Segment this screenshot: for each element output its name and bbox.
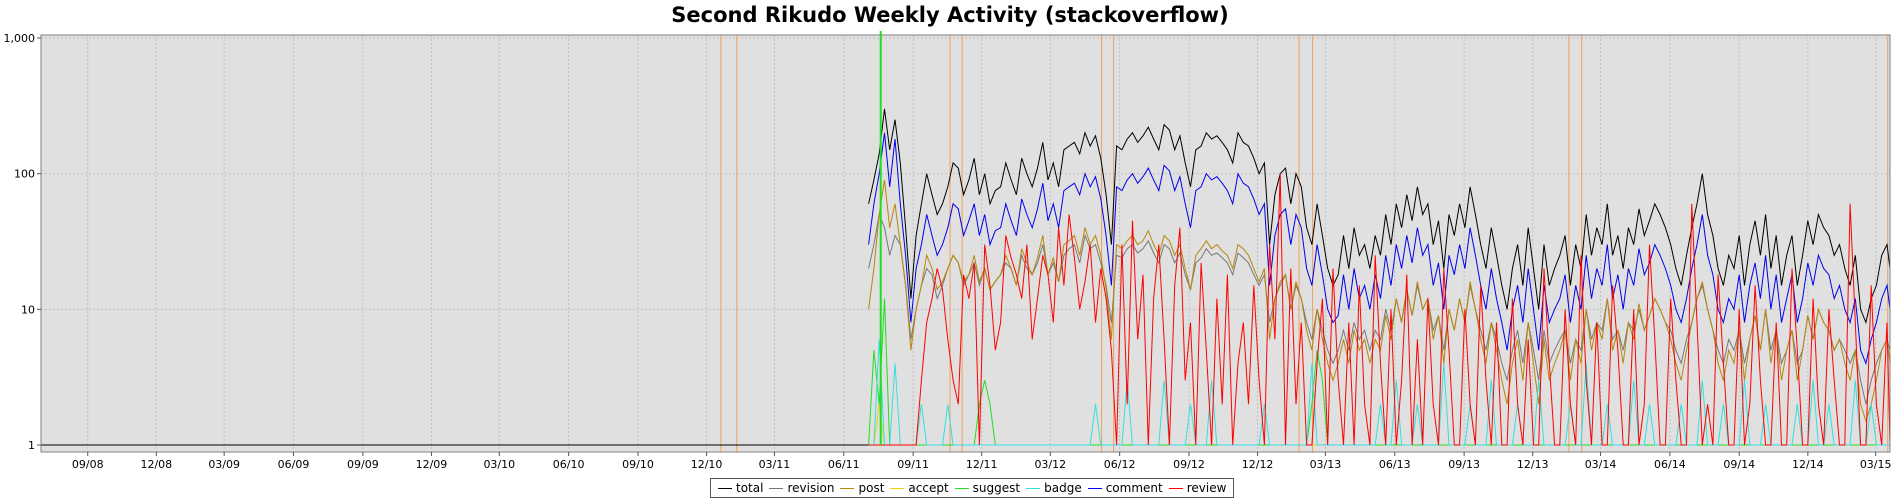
x-tick-label: 12/12 bbox=[1242, 458, 1274, 471]
legend-label: comment bbox=[1105, 481, 1163, 495]
legend-label: revision bbox=[787, 481, 835, 495]
x-tick-label: 12/10 bbox=[691, 458, 723, 471]
legend-item-review: review bbox=[1168, 481, 1227, 495]
x-tick-label: 12/14 bbox=[1792, 458, 1824, 471]
legend-label: badge bbox=[1044, 481, 1082, 495]
legend-item-accept: accept bbox=[890, 481, 949, 495]
x-tick-label: 03/12 bbox=[1034, 458, 1066, 471]
x-tick-label: 09/09 bbox=[347, 458, 379, 471]
y-tick-label: 100 bbox=[14, 168, 35, 181]
plot-border bbox=[40, 34, 1891, 453]
legend-swatch bbox=[1026, 487, 1041, 489]
x-tick-label: 06/14 bbox=[1654, 458, 1686, 471]
y-tick-label: 1 bbox=[28, 439, 35, 452]
x-tick-label: 06/09 bbox=[278, 458, 310, 471]
x-tick-label: 12/11 bbox=[966, 458, 998, 471]
x-tick-label: 03/14 bbox=[1585, 458, 1617, 471]
x-tick-label: 06/11 bbox=[828, 458, 860, 471]
y-tick-label: 1,000 bbox=[4, 32, 36, 45]
y-tick-label: 10 bbox=[21, 303, 35, 316]
legend-swatch bbox=[769, 487, 784, 489]
legend-item-post: post bbox=[840, 481, 884, 495]
x-tick-label: 06/10 bbox=[553, 458, 585, 471]
legend-label: suggest bbox=[972, 481, 1021, 495]
legend-label: accept bbox=[908, 481, 949, 495]
x-tick-label: 09/13 bbox=[1448, 458, 1480, 471]
x-tick-label: 03/09 bbox=[208, 458, 240, 471]
legend-swatch bbox=[890, 487, 905, 489]
x-tick-label: 12/13 bbox=[1517, 458, 1549, 471]
legend: total revision post accept suggest badge comme… bbox=[710, 478, 1235, 498]
legend-item-badge: badge bbox=[1026, 481, 1082, 495]
x-tick-label: 12/08 bbox=[140, 458, 172, 471]
x-tick-label: 09/14 bbox=[1723, 458, 1755, 471]
x-tick-label: 06/13 bbox=[1379, 458, 1411, 471]
series-line-revision bbox=[868, 212, 1891, 405]
legend-item-total: total bbox=[718, 481, 763, 495]
x-tick-label: 06/12 bbox=[1104, 458, 1136, 471]
x-tick-label: 09/11 bbox=[897, 458, 929, 471]
chart-title: Second Rikudo Weekly Activity (stackover… bbox=[671, 3, 1229, 27]
legend-swatch bbox=[1168, 487, 1183, 489]
legend-swatch bbox=[718, 487, 732, 489]
legend-label: total bbox=[736, 481, 764, 495]
series-line-total bbox=[868, 108, 1891, 325]
x-tick-label: 09/08 bbox=[72, 458, 104, 471]
series-line-review bbox=[868, 173, 1891, 446]
series-lines bbox=[41, 31, 1891, 446]
plot-background bbox=[41, 35, 1890, 452]
x-tick-label: 03/10 bbox=[483, 458, 515, 471]
legend-item-revision: revision bbox=[769, 481, 834, 495]
series-line-comment bbox=[868, 132, 1891, 365]
x-tick-label: 03/15 bbox=[1860, 458, 1892, 471]
legend-label: review bbox=[1186, 481, 1227, 495]
series-line-post bbox=[868, 179, 1891, 423]
legend-item-comment: comment bbox=[1087, 481, 1163, 495]
x-tick-label: 09/10 bbox=[622, 458, 654, 471]
x-tick-label: 09/12 bbox=[1173, 458, 1205, 471]
axis-labels: 1 10 100 1,000 09/08 12/08 03/09 06/09 09/09 12/0… bbox=[4, 32, 1892, 471]
x-tick-label: 12/09 bbox=[416, 458, 448, 471]
legend-item-suggest: suggest bbox=[954, 481, 1021, 495]
legend-label: post bbox=[858, 481, 885, 495]
legend-swatch bbox=[840, 487, 855, 489]
x-tick-label: 03/13 bbox=[1310, 458, 1342, 471]
legend-swatch bbox=[954, 487, 969, 489]
x-tick-label: 03/11 bbox=[759, 458, 791, 471]
legend-swatch bbox=[1087, 487, 1102, 489]
